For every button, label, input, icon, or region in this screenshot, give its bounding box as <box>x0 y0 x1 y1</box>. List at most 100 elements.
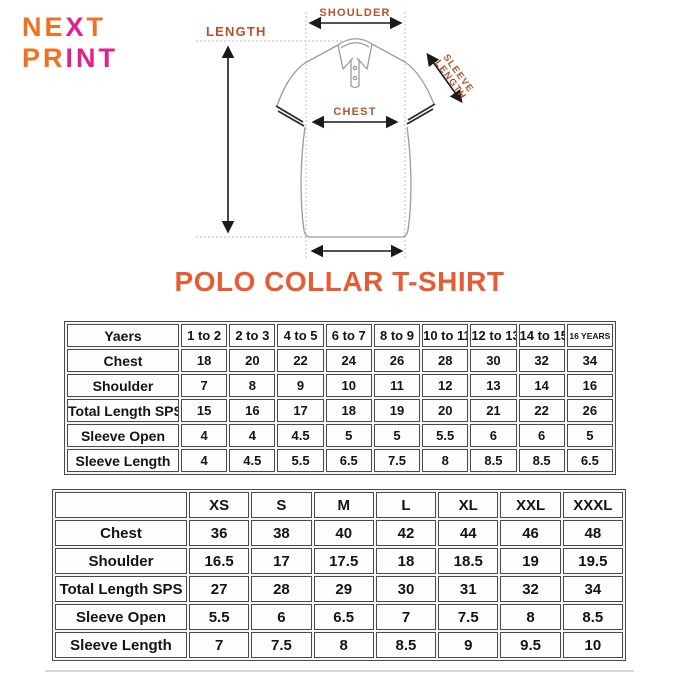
size-value-cell: 17.5 <box>313 548 374 574</box>
size-value-cell: 8 <box>422 449 469 472</box>
column-header: XL <box>438 492 499 518</box>
column-header <box>55 492 187 518</box>
size-value-cell: 19 <box>373 399 421 422</box>
page-title: POLO COLLAR T-SHIRT <box>174 266 505 297</box>
size-value-cell: 6.5 <box>313 604 374 630</box>
logo-text-t: T <box>86 12 107 42</box>
shoulder-label: SHOULDER <box>319 7 390 19</box>
size-value-cell: 40 <box>313 520 374 546</box>
size-value-cell: 9.5 <box>500 632 561 658</box>
column-header: 10 to 11 <box>422 324 469 347</box>
size-value-cell: 16.5 <box>189 548 250 574</box>
size-value-cell: 30 <box>470 349 517 372</box>
size-value-cell: 26 <box>373 349 421 372</box>
tshirt-measurement-diagram: SHOULDER LENGTH CHEST SLEEVE LENGTH <box>196 7 476 258</box>
size-value-cell: 7.5 <box>373 449 421 472</box>
size-value-cell: 20 <box>422 399 469 422</box>
size-value-cell: 48 <box>562 520 623 546</box>
size-value-cell: 24 <box>325 349 372 372</box>
table-row: Chest 18 20 22 24 26 28 30 32 34 <box>67 349 613 372</box>
size-value-cell: 10 <box>325 374 372 397</box>
size-value-cell: 7 <box>181 374 228 397</box>
table-row: Chest 36 38 40 42 44 46 48 <box>55 520 623 546</box>
size-value-cell: 6.5 <box>325 449 372 472</box>
row-label: Sleeve Length <box>67 449 179 472</box>
size-value-cell: 18 <box>181 349 228 372</box>
length-label: LENGTH <box>206 24 267 39</box>
size-value-cell: 5 <box>566 424 613 447</box>
size-value-cell: 18.5 <box>438 548 499 574</box>
column-header: Yaers <box>67 324 179 347</box>
column-header: XXL <box>500 492 561 518</box>
size-value-cell: 17 <box>251 548 312 574</box>
size-value-cell: 9 <box>438 632 499 658</box>
row-label: Sleeve Length <box>55 632 187 658</box>
row-label: Total Length SPS <box>67 399 179 422</box>
logo-text-pr: PR <box>22 43 66 74</box>
size-value-cell: 18 <box>325 399 372 422</box>
size-value-cell: 8.5 <box>470 449 517 472</box>
size-value-cell: 28 <box>422 349 469 372</box>
size-value-cell: 8 <box>313 632 374 658</box>
size-value-cell: 18 <box>375 548 437 574</box>
size-value-cell: 7 <box>375 604 437 630</box>
size-value-cell: 14 <box>518 374 565 397</box>
table-row: Total Length SPS 27 28 29 30 31 32 34 <box>55 576 623 602</box>
table-row: Total Length SPS 15 16 17 18 19 20 21 22 26 <box>67 399 613 422</box>
size-value-cell: 12 <box>422 374 469 397</box>
logo-text-int: INT <box>65 43 119 74</box>
size-value-cell: 19 <box>500 548 561 574</box>
size-value-cell: 15 <box>181 399 228 422</box>
size-value-cell: 8 <box>500 604 561 630</box>
table-row: Shoulder 7 8 9 10 11 12 13 14 16 <box>67 374 613 397</box>
size-value-cell: 22 <box>277 349 324 372</box>
size-value-cell: 36 <box>189 520 250 546</box>
size-value-cell: 32 <box>500 576 561 602</box>
logo-line-next: NEXT <box>22 12 118 43</box>
bottom-divider <box>45 670 634 672</box>
row-label: Chest <box>67 349 179 372</box>
size-value-cell: 28 <box>251 576 312 602</box>
size-value-cell: 32 <box>518 349 565 372</box>
row-label: Sleeve Open <box>67 424 179 447</box>
header-row: XS S M L XL XXL XXXL <box>55 492 623 518</box>
size-value-cell: 8 <box>229 374 276 397</box>
table-row: Sleeve Length 7 7.5 8 8.5 9 9.5 10 <box>55 632 623 658</box>
row-label: Shoulder <box>55 548 187 574</box>
size-value-cell: 5.5 <box>422 424 469 447</box>
size-value-cell: 29 <box>313 576 374 602</box>
size-value-cell: 38 <box>251 520 312 546</box>
size-value-cell: 7.5 <box>251 632 312 658</box>
polo-shirt-illustration <box>275 38 436 238</box>
size-value-cell: 27 <box>189 576 250 602</box>
sleeve-length-label: SLEEVE LENGTH <box>432 52 475 102</box>
table-row: Sleeve Open 4 4 4.5 5 5 5.5 6 6 5 <box>67 424 613 447</box>
row-label: Chest <box>55 520 187 546</box>
adult-size-table: XS S M L XL XXL XXXL Chest 36 38 40 42 44 46 48 Shoulde… <box>52 489 626 661</box>
size-value-cell: 4 <box>229 424 276 447</box>
size-value-cell: 11 <box>373 374 421 397</box>
column-header: 12 to 13 <box>470 324 517 347</box>
size-value-cell: 46 <box>500 520 561 546</box>
size-value-cell: 4 <box>181 424 228 447</box>
size-value-cell: 19.5 <box>562 548 623 574</box>
size-value-cell: 4.5 <box>229 449 276 472</box>
table-row: Sleeve Open 5.5 6 6.5 7 7.5 8 8.5 <box>55 604 623 630</box>
size-value-cell: 26 <box>566 399 613 422</box>
size-value-cell: 6 <box>518 424 565 447</box>
size-value-cell: 16 <box>566 374 613 397</box>
column-header: 14 to 15 <box>518 324 565 347</box>
row-label: Shoulder <box>67 374 179 397</box>
column-header: M <box>313 492 374 518</box>
size-value-cell: 10 <box>562 632 623 658</box>
size-value-cell: 21 <box>470 399 517 422</box>
column-header: 4 to 5 <box>277 324 324 347</box>
column-header: S <box>251 492 312 518</box>
row-label: Sleeve Open <box>55 604 187 630</box>
column-header: 8 to 9 <box>373 324 421 347</box>
size-value-cell: 7.5 <box>438 604 499 630</box>
size-value-cell: 7 <box>189 632 250 658</box>
size-value-cell: 20 <box>229 349 276 372</box>
size-value-cell: 4 <box>181 449 228 472</box>
table-row: Shoulder 16.5 17 17.5 18 18.5 19 19.5 <box>55 548 623 574</box>
